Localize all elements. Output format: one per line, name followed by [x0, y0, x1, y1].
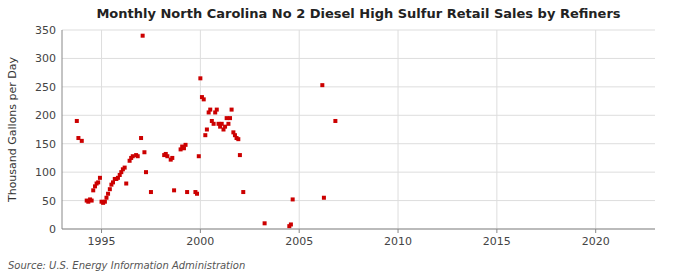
point [170, 156, 174, 160]
point [184, 143, 188, 147]
x-tick [101, 229, 102, 233]
source-note: Source: U.S. Energy Information Administ… [8, 260, 245, 271]
point [96, 180, 100, 184]
y-axis-label: Thousand Gallons per Day [6, 56, 19, 203]
x-tick-label: 2020 [582, 235, 610, 248]
points [75, 34, 338, 228]
point [322, 196, 326, 200]
grid-line-x [101, 30, 102, 229]
x-tick [200, 229, 201, 233]
point [333, 119, 337, 123]
point [226, 122, 230, 126]
point [144, 170, 148, 174]
point [215, 108, 219, 112]
point [80, 139, 84, 143]
grid-line-y [62, 229, 655, 230]
point [203, 133, 207, 137]
point [108, 187, 112, 191]
y-tick-label: 250 [35, 81, 56, 94]
y-tick-label: 200 [35, 109, 56, 122]
x-tick-label: 1995 [88, 235, 116, 248]
point [230, 108, 234, 112]
grid-line-y [62, 115, 655, 116]
x-tick-label: 2015 [483, 235, 511, 248]
y-tick-label: 50 [42, 195, 56, 208]
point [124, 182, 128, 186]
point [123, 166, 127, 170]
grid-line-x [595, 30, 596, 229]
point [208, 108, 212, 112]
grid-line-y [62, 143, 655, 144]
x-tick [398, 229, 399, 233]
grid-line-x [299, 30, 300, 229]
y-tick-label: 350 [35, 24, 56, 37]
point [205, 128, 209, 132]
point [149, 190, 153, 194]
point [182, 146, 186, 150]
x-tick-label: 2000 [186, 235, 214, 248]
x-tick [496, 229, 497, 233]
title: Monthly North Carolina No 2 Diesel High … [96, 6, 620, 21]
point [195, 192, 199, 196]
grid-line-x [496, 30, 497, 229]
point [291, 197, 295, 201]
point [104, 196, 108, 200]
point [263, 221, 267, 225]
point [241, 190, 245, 194]
chart: 1995 2000 2005 2010 2015 2020 0 50 100 150 200 250 3… [0, 0, 675, 275]
point [75, 119, 79, 123]
point [238, 153, 242, 157]
x-axis-line [62, 229, 655, 230]
point [165, 154, 169, 158]
y-axis-line [62, 30, 63, 229]
grid-line-x [398, 30, 399, 229]
point [136, 154, 140, 158]
grid-line-y [62, 30, 655, 31]
y-tick-label: 100 [35, 166, 56, 179]
point [90, 199, 94, 203]
point [106, 192, 110, 196]
y-tick-label: 300 [35, 52, 56, 65]
point [141, 34, 145, 38]
x-tick [595, 229, 596, 233]
point [172, 188, 176, 192]
point [197, 154, 201, 158]
point [103, 200, 107, 204]
grid-line-y [62, 172, 655, 173]
point [212, 122, 216, 126]
x-tick-label: 2005 [285, 235, 313, 248]
point [91, 188, 95, 192]
y-tick-label: 0 [49, 223, 56, 236]
point [320, 83, 324, 87]
point [289, 222, 293, 226]
point [111, 180, 115, 184]
y-tick-label: 150 [35, 138, 56, 151]
grid [62, 30, 655, 229]
point [236, 137, 240, 141]
x-tick-label: 2010 [384, 235, 412, 248]
grid-line-y [62, 86, 655, 87]
grid-line-y [62, 200, 655, 201]
point [142, 150, 146, 154]
point [228, 116, 232, 120]
x-tick [299, 229, 300, 233]
point [198, 76, 202, 80]
point [202, 97, 206, 101]
point [139, 136, 143, 140]
grid-line-y [62, 58, 655, 59]
grid-line-x [200, 30, 201, 229]
point [98, 176, 102, 180]
point [185, 190, 189, 194]
